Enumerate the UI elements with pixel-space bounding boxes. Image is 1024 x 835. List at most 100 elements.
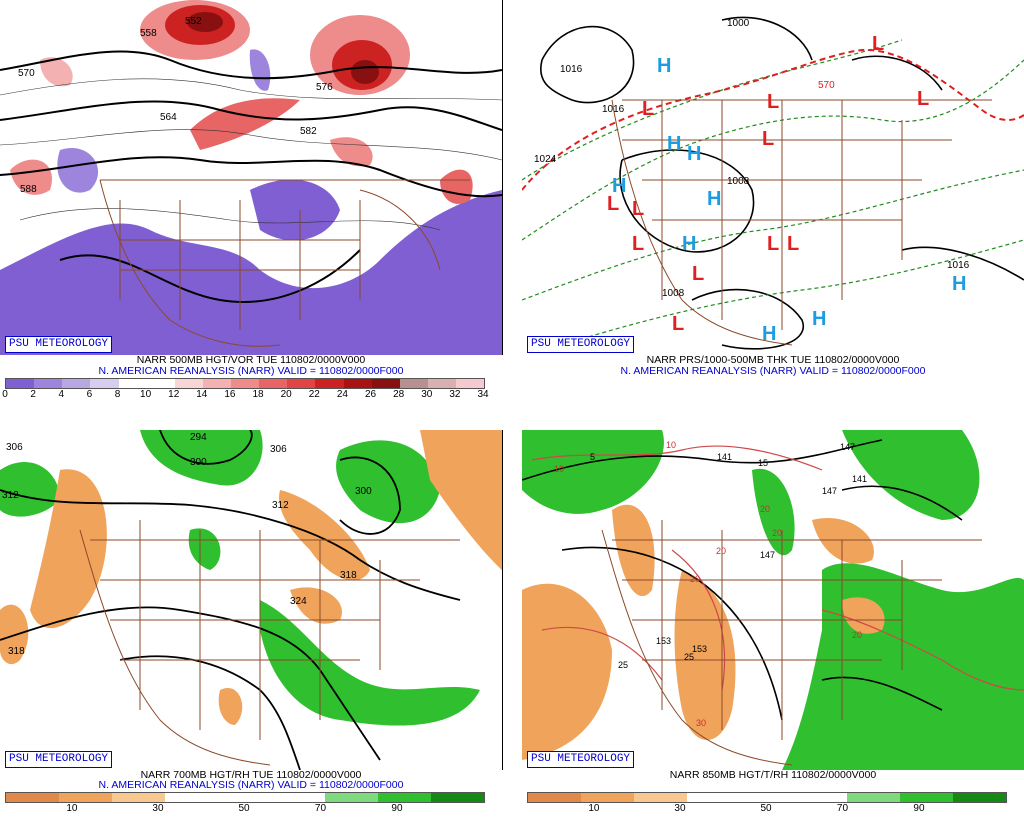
- scale-tick-label: 6: [86, 389, 93, 400]
- scale-swatch: [34, 379, 63, 388]
- panel-500mb-vorticity: 552 558 570 576 582 588 564 PSU METEOROL…: [0, 0, 503, 405]
- contour-label: 312: [2, 490, 19, 501]
- scale-swatch: [528, 793, 582, 802]
- scale-swatch: [793, 793, 847, 802]
- scale-tick-label: 26: [364, 389, 377, 400]
- scale-tick-label: 50: [760, 803, 772, 814]
- temp-label: 15: [758, 458, 768, 468]
- isobar-label: 1016: [602, 104, 625, 115]
- thickness-label: 570: [818, 80, 835, 91]
- scale-swatch: [427, 379, 456, 388]
- scale-tick-label: 0: [2, 389, 8, 400]
- scale-tick-label: 32: [449, 389, 461, 400]
- panel-caption-valid: N. AMERICAN REANALYSIS (NARR) VALID = 11…: [98, 365, 404, 377]
- isobar-label: 1016: [560, 64, 583, 75]
- scale-swatch: [377, 793, 431, 802]
- color-scale-labels: 0 2 4 6 8 10 12 14 16 18 20 22 24 26 28 30 32 34: [2, 389, 488, 401]
- psu-meteorology-badge: PSU METEOROLOGY: [527, 336, 635, 353]
- scale-swatch: [324, 793, 378, 802]
- scale-swatch: [112, 793, 166, 802]
- temp-label: 30: [696, 718, 706, 728]
- scale-tick-label: 24: [336, 389, 348, 400]
- scale-swatch: [59, 793, 113, 802]
- contour-label: 294: [190, 432, 207, 443]
- svg-text:H: H: [812, 308, 826, 330]
- isobar-label: 1024: [534, 154, 557, 165]
- scale-tick-label: 10: [66, 803, 78, 814]
- scale-swatch: [146, 379, 175, 388]
- scale-swatch: [399, 379, 428, 388]
- scale-tick-label: 22: [308, 389, 320, 400]
- scale-tick-label: 70: [836, 803, 849, 814]
- isobar-label: 1000: [727, 18, 750, 29]
- svg-text:L: L: [692, 263, 704, 285]
- scale-swatch: [456, 379, 485, 388]
- scale-tick-label: 30: [152, 803, 164, 814]
- svg-text:L: L: [767, 91, 779, 113]
- svg-text:H: H: [952, 273, 966, 295]
- temp-label: 25: [618, 660, 628, 670]
- scale-tick-label: 18: [252, 389, 264, 400]
- map-850mb: 10 10 5 141 15 147 147 141 20 20 20 20 1…: [522, 430, 1024, 770]
- panel-850mb-temp-rh: 10 10 5 141 15 147 147 141 20 20 20 20 1…: [522, 430, 1024, 835]
- height-label: 147: [822, 486, 837, 496]
- scale-tick-label: 8: [114, 389, 121, 400]
- color-scale-labels: 10 30 50 70 90: [5, 803, 483, 815]
- scale-swatch: [62, 379, 91, 388]
- map-surface: H H H H H H H H H L L L L L L L L L L L: [522, 0, 1024, 355]
- temp-label: 20: [716, 546, 726, 556]
- scale-swatch: [218, 793, 272, 802]
- scale-swatch: [231, 379, 260, 388]
- scale-tick-label: 4: [58, 389, 65, 400]
- contour-label: 318: [340, 570, 357, 581]
- temp-label: 20: [852, 630, 862, 640]
- svg-text:L: L: [632, 198, 644, 220]
- scale-swatch: [90, 379, 119, 388]
- scale-tick-label: 34: [477, 389, 489, 400]
- scale-swatch: [687, 793, 741, 802]
- vorticity-map: 552 558 570 576 582 588 564: [0, 0, 502, 355]
- temp-rh-850mb-map: 10 10 5 141 15 147 147 141 20 20 20 20 1…: [522, 430, 1024, 770]
- scale-tick-label: 90: [913, 803, 925, 814]
- panel-caption: NARR PRS/1000-500MB THK TUE 110802/0000V…: [646, 354, 900, 366]
- svg-text:H: H: [707, 188, 721, 210]
- contour-label: 588: [20, 184, 37, 195]
- contour-label: 552: [185, 16, 202, 27]
- scale-tick-label: 2: [30, 389, 36, 400]
- scale-tick-label: 30: [421, 389, 433, 400]
- temp-label: 20: [690, 574, 700, 584]
- contour-label: 570: [18, 68, 35, 79]
- svg-text:L: L: [872, 33, 884, 55]
- height-label: 147: [840, 442, 855, 452]
- scale-tick-label: 50: [238, 803, 250, 814]
- color-scale: [5, 792, 485, 803]
- svg-text:L: L: [632, 233, 644, 255]
- scale-swatch: [165, 793, 219, 802]
- scale-swatch: [899, 793, 953, 802]
- color-scale: [5, 378, 485, 389]
- scale-swatch: [343, 379, 372, 388]
- contour-label: 558: [140, 28, 157, 39]
- scale-tick-label: 14: [196, 389, 208, 400]
- svg-text:H: H: [762, 323, 776, 345]
- contour-label: 582: [300, 126, 317, 137]
- scale-swatch: [259, 379, 288, 388]
- panel-surface-pressure: H H H H H H H H H L L L L L L L L L L L: [522, 0, 1024, 405]
- scale-swatch: [271, 793, 325, 802]
- svg-text:L: L: [787, 233, 799, 255]
- scale-swatch: [315, 379, 344, 388]
- psu-meteorology-badge: PSU METEOROLOGY: [5, 751, 113, 768]
- scale-tick-label: 30: [674, 803, 686, 814]
- panel-caption: NARR 850MB HGT/T/RH 110802/0000V000: [669, 769, 877, 781]
- scale-swatch: [430, 793, 484, 802]
- psu-meteorology-badge: PSU METEOROLOGY: [527, 751, 635, 768]
- map-700mb: 306 294 300 306 312 312 300 318 324 318 …: [0, 430, 503, 770]
- scale-swatch: [6, 379, 35, 388]
- map-500mb: 552 558 570 576 582 588 564 PSU METEOROL…: [0, 0, 503, 355]
- contour-label: 318: [8, 646, 25, 657]
- contour-label: 576: [316, 82, 333, 93]
- height-label: 153: [656, 636, 671, 646]
- temp-label: 20: [772, 528, 782, 538]
- scale-tick-label: 20: [280, 389, 292, 400]
- scale-swatch: [581, 793, 635, 802]
